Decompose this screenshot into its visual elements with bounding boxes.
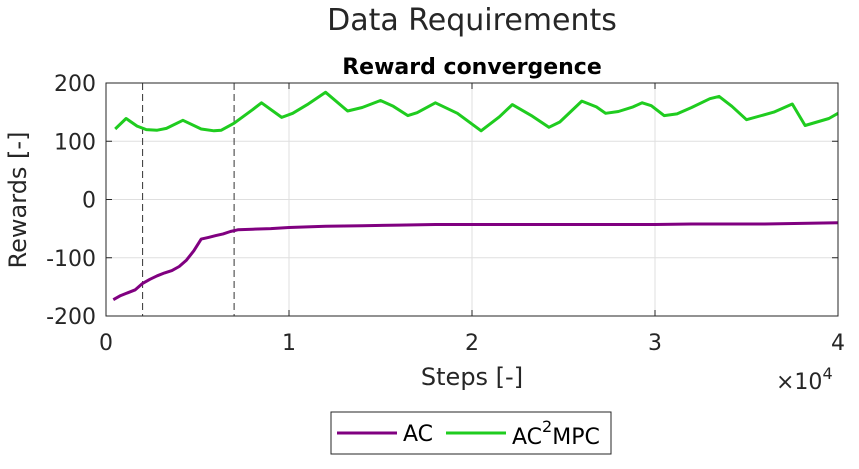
legend-label-ac2mpc-main: AC <box>512 425 542 450</box>
x-tick-label-0: 0 <box>99 331 113 356</box>
y-tick-label-0: -200 <box>46 305 96 330</box>
legend-label-ac: AC <box>403 422 433 447</box>
x-axis-multiplier: ×104 <box>776 364 833 395</box>
grid-lines <box>105 82 839 317</box>
x-tick-label-2: 2 <box>465 331 479 356</box>
y-tick-label-2: 0 <box>82 189 96 214</box>
series-line-ac2mpc <box>114 90 839 133</box>
y-tick-label-3: 100 <box>54 130 96 155</box>
legend-label-ac2mpc-sup: 2 <box>542 417 552 436</box>
series-lines <box>112 90 839 302</box>
x-axis-label: Steps [-] <box>421 363 523 391</box>
legend: AC AC2MPC <box>330 411 612 455</box>
y-axis-ticks: -200 -100 0 100 200 <box>46 72 838 330</box>
legend-label-ac2mpc: AC2MPC <box>512 417 600 450</box>
x-multiplier-base: ×10 <box>776 370 822 395</box>
y-axis-label: Rewards [-] <box>4 132 32 269</box>
legend-label-ac2mpc-tail: MPC <box>552 425 600 450</box>
x-tick-label-1: 1 <box>282 331 296 356</box>
chart-title: Reward convergence <box>342 55 602 80</box>
series-line-ac <box>112 221 839 302</box>
y-tick-label-4: 200 <box>54 72 96 97</box>
x-axis-ticks: 0 1 2 3 4 <box>99 83 845 356</box>
x-tick-label-3: 3 <box>648 331 662 356</box>
figure-suptitle: Data Requirements <box>327 3 617 38</box>
x-tick-label-4: 4 <box>831 331 845 356</box>
x-multiplier-exponent: 4 <box>822 364 832 383</box>
y-tick-label-1: -100 <box>46 247 96 272</box>
